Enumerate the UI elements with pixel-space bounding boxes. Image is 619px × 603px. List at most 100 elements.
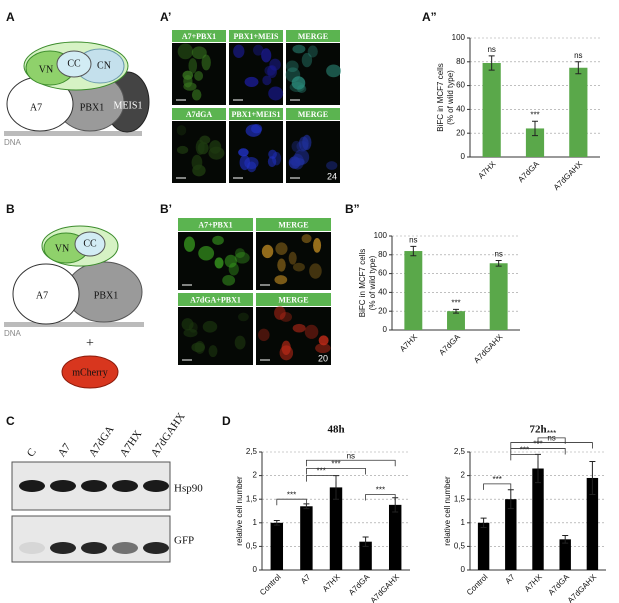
comparison-label: *** (493, 475, 502, 484)
image-header (178, 218, 253, 231)
cell (191, 89, 202, 101)
image-header-label: A7dGA+PBX1 (190, 295, 241, 304)
micrograph (286, 121, 340, 183)
y-tick-label: 0 (253, 565, 258, 574)
cell (267, 156, 277, 168)
error-bar (488, 55, 495, 71)
lane-label: A7dGAHX (149, 411, 188, 459)
image-header (286, 30, 340, 42)
image-header (172, 108, 226, 120)
diagram-label: CC (83, 238, 97, 249)
y-tick-label: 2,5 (246, 447, 258, 456)
x-tick-label: A7HX (476, 159, 498, 181)
cell (261, 48, 272, 63)
image-header (286, 108, 340, 120)
error-bar (495, 259, 502, 267)
lane-label: A7 (56, 441, 74, 459)
x-tick-label: A7dGAHX (472, 332, 505, 365)
cell (191, 46, 207, 60)
significance-label: *** (451, 298, 460, 307)
cell (292, 44, 306, 54)
cc-shape (74, 231, 106, 257)
comparison-label: ns (347, 451, 355, 460)
bar (489, 263, 508, 330)
bar (482, 62, 501, 157)
x-tick-label: A7HX (523, 572, 545, 594)
cell (269, 58, 281, 71)
a7-shape (12, 263, 80, 325)
cell (176, 125, 187, 136)
cell (279, 312, 293, 322)
cell (277, 258, 286, 272)
image-header (256, 293, 331, 306)
diagram-label: VN (39, 64, 53, 75)
y-tick-label: 60 (456, 81, 465, 90)
cell (251, 123, 263, 134)
cell (264, 65, 276, 76)
image-number: 20 (318, 353, 328, 363)
y-axis-label: (% of wild type) (368, 255, 377, 310)
diagram-label: CC (67, 58, 81, 69)
comparison-label: *** (376, 486, 385, 495)
y-tick-label: 2,5 (454, 447, 466, 456)
cell (291, 153, 304, 170)
cell (301, 234, 312, 244)
diagram-label: PBX1 (80, 102, 104, 113)
dna-label: DNA (4, 329, 22, 338)
error-bar (589, 460, 596, 495)
y-axis-label: BiFC in MCF7 cells (358, 249, 367, 317)
cell (222, 274, 236, 286)
cell (244, 76, 259, 87)
x-tick-label: A7HX (398, 332, 420, 354)
error-bar (362, 536, 369, 547)
bar (477, 522, 490, 570)
y-tick-label: 0 (461, 565, 466, 574)
y-axis-label: relative cell number (235, 476, 244, 546)
cell (188, 58, 198, 74)
bar (359, 541, 372, 570)
panel-label: A (6, 10, 15, 24)
cell (181, 318, 194, 331)
comparison-label: *** (331, 460, 340, 469)
panel-label: A” (422, 10, 437, 24)
cell (183, 328, 198, 338)
band (143, 542, 169, 554)
diagram-label: CN (97, 60, 111, 71)
cell (285, 60, 299, 73)
panel-label: B” (345, 202, 360, 216)
diagram-label: MEIS1 (114, 100, 143, 111)
cell (315, 343, 331, 354)
comparison-label: *** (533, 440, 542, 449)
comparison-bracket (306, 475, 337, 482)
band (19, 542, 45, 554)
cell (202, 320, 218, 333)
image-header-label: PBX1+MEIS1 (231, 110, 280, 119)
band (50, 480, 76, 492)
y-tick-label: 0,5 (454, 542, 466, 551)
cell (238, 148, 249, 157)
error-bar (575, 61, 582, 75)
lane-label: A7dGA (87, 424, 117, 459)
micrograph (256, 307, 331, 365)
bar (300, 506, 313, 570)
y-axis-label: (% of wild type) (446, 70, 455, 125)
y-tick-label: 100 (374, 231, 388, 240)
y-axis-label: BiFC in MCF7 cells (436, 63, 445, 131)
significance-label: ns (494, 250, 502, 259)
dna-label: DNA (4, 138, 22, 147)
comparison-bracket (510, 448, 566, 455)
y-tick-label: 40 (378, 288, 387, 297)
cell (274, 275, 288, 285)
cell (268, 149, 277, 159)
cell (313, 237, 322, 253)
image-number: 24 (327, 171, 337, 181)
comparison-bracket (537, 437, 566, 444)
lane-label: A7HX (118, 428, 145, 459)
bar (329, 487, 343, 570)
band (50, 542, 76, 554)
image-header-label: MERGE (278, 295, 308, 304)
cell (302, 134, 312, 151)
band (81, 542, 107, 554)
y-axis-label: relative cell number (443, 476, 452, 546)
